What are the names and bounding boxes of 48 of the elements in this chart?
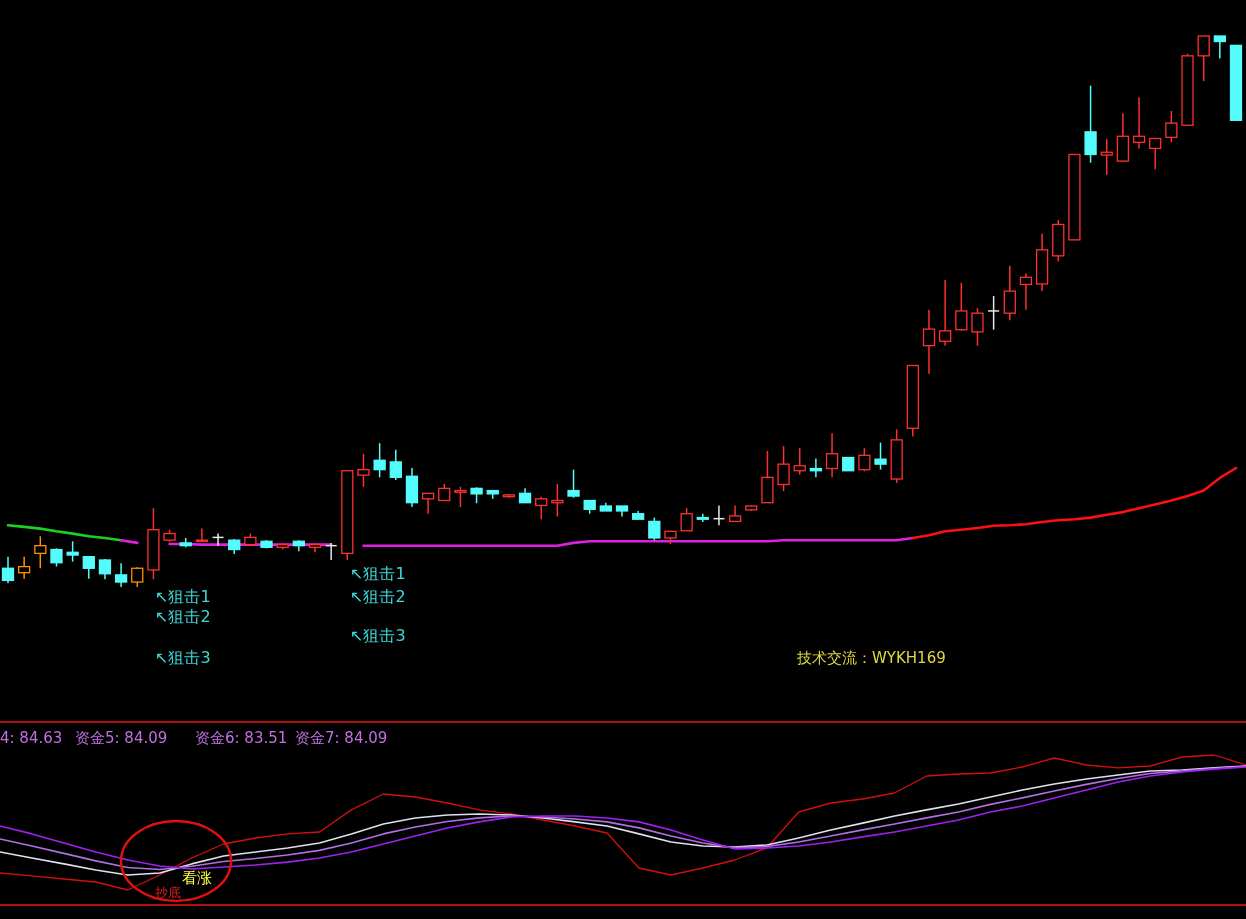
candlestick (955, 282, 968, 332)
candlestick (1165, 110, 1178, 144)
candlestick (648, 516, 661, 541)
candlestick (987, 295, 1000, 331)
candlestick (1213, 35, 1226, 60)
annotation: 看涨 (182, 868, 212, 887)
candlestick (680, 507, 693, 532)
candlestick (66, 540, 79, 563)
candlestick (971, 307, 984, 347)
candlestick (50, 547, 63, 568)
candlestick (114, 562, 128, 588)
candlestick (777, 445, 790, 492)
candlestick (922, 309, 936, 375)
candlestick (454, 485, 467, 508)
candlestick (131, 566, 144, 588)
candlestick (1, 555, 15, 584)
annotation: ↖狙击2 (350, 586, 406, 606)
candlestick (874, 441, 887, 471)
candlestick (535, 495, 548, 520)
text: ↖狙击3 (350, 625, 406, 645)
annotation: ↖狙击1 (350, 563, 406, 583)
candlestick (1019, 272, 1033, 311)
text: ↖狙击3 (155, 647, 211, 667)
candlestick (18, 555, 31, 580)
text: 资金5: 84.09 (75, 728, 168, 747)
candlestick (1003, 265, 1016, 322)
candlestick (1100, 138, 1113, 176)
candlestick (825, 432, 839, 479)
text: 资金6: 83.51 (195, 728, 288, 747)
candlestick (793, 447, 806, 476)
candlestick (389, 449, 402, 481)
candlestick (551, 483, 564, 518)
candlestick (82, 555, 95, 580)
candlestick (34, 535, 47, 570)
candlestick (858, 447, 871, 473)
text: ↖狙击2 (155, 606, 211, 626)
text: 资金7: 84.09 (295, 728, 388, 747)
text: 技术交流：WYKH169 (796, 648, 946, 667)
candlestick (373, 442, 386, 479)
candlestick (1197, 35, 1210, 82)
candlestick (567, 468, 580, 499)
candlestick (1132, 96, 1146, 150)
annotation: ↖狙击1 (155, 586, 211, 606)
text: 4: 84.63 (0, 728, 63, 747)
candlestick (357, 452, 370, 488)
candlestick (939, 279, 952, 347)
candlestick (1149, 137, 1162, 171)
candlestick (1084, 84, 1097, 164)
